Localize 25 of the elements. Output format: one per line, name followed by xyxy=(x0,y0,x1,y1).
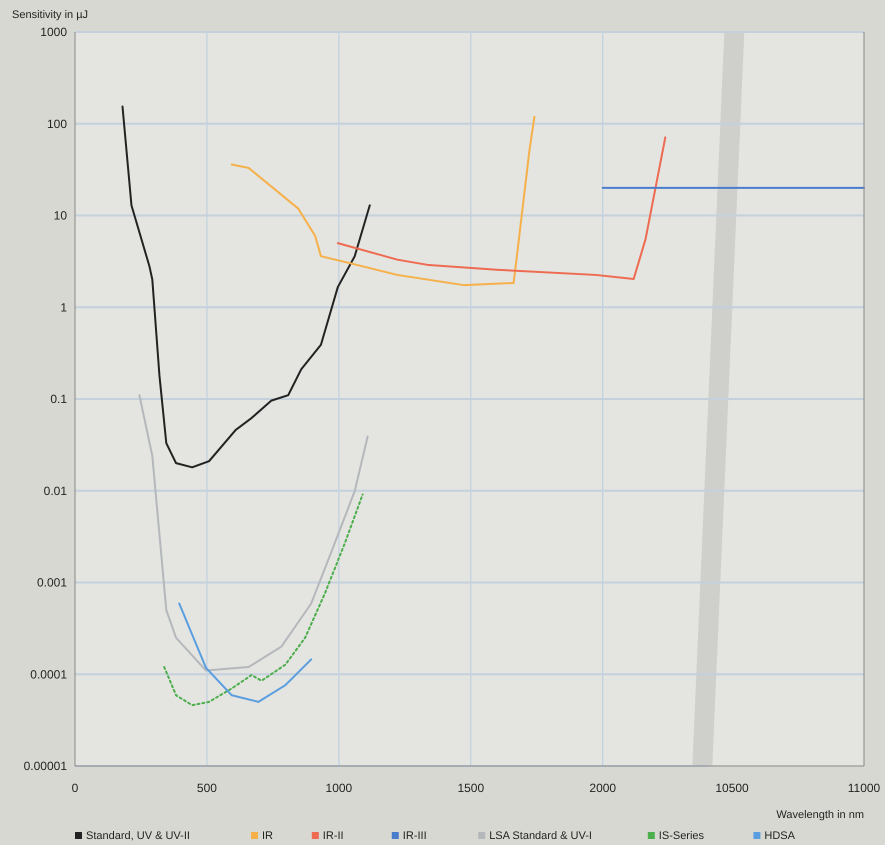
x-axis-title: Wavelength in nm xyxy=(776,809,864,821)
y-tick-label: 0.1 xyxy=(50,392,68,406)
legend-label: IR xyxy=(262,830,274,842)
y-tick-label: 10 xyxy=(54,208,68,222)
y-axis-title: Sensitivity in µJ xyxy=(12,9,88,21)
x-tick-label: 500 xyxy=(196,781,218,795)
y-tick-label: 0.00001 xyxy=(24,759,68,773)
legend-label: IS-Series xyxy=(658,830,705,842)
y-tick-label: 0.0001 xyxy=(30,667,68,682)
y-tick-label: 0.001 xyxy=(36,576,68,590)
y-tick-label: 100 xyxy=(46,116,68,131)
x-tick-label: 1500 xyxy=(457,781,484,795)
legend-label: HDSA xyxy=(764,830,796,842)
x-tick-label: 10500 xyxy=(715,781,750,795)
x-tick-label: 11000 xyxy=(848,781,881,795)
x-tick-label: 0 xyxy=(72,781,79,795)
legend-label: IR-II xyxy=(322,830,344,842)
legend-label: Standard, UV & UV-II xyxy=(86,830,190,842)
y-tick-label: 0.01 xyxy=(44,484,68,498)
legend-label: LSA Standard & UV-I xyxy=(489,830,592,842)
y-tick-label: 1 xyxy=(60,300,68,314)
x-tick-label: 1000 xyxy=(326,781,353,795)
legend-label: IR-III xyxy=(402,830,427,842)
y-tick-label: 1000 xyxy=(40,25,68,39)
x-tick-label: 2000 xyxy=(589,781,616,795)
